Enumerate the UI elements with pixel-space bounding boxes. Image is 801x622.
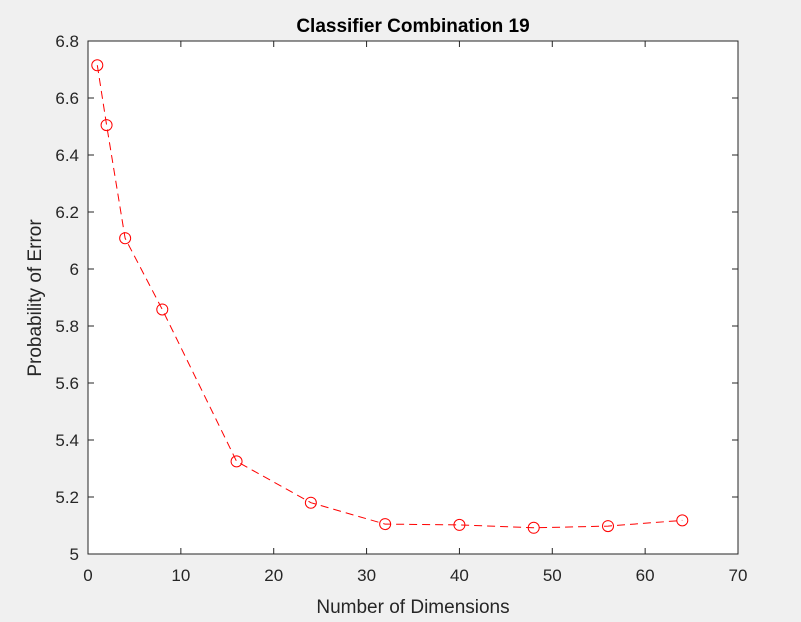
x-tick-label: 70 — [729, 566, 748, 585]
y-axis-ticks: 5 5.2 5.4 5.6 5.8 6 6.2 6.4 6.6 6.8 — [55, 32, 738, 564]
y-tick-label: 6.6 — [55, 89, 79, 108]
data-point-marker — [119, 232, 132, 245]
chart-title: Classifier Combination 19 — [296, 16, 529, 37]
x-tick-label: 20 — [264, 566, 283, 585]
data-point-marker — [379, 518, 392, 531]
x-axis-label: Number of Dimensions — [316, 597, 509, 618]
y-tick-label: 6 — [70, 260, 79, 279]
y-tick-label: 5.2 — [55, 488, 79, 507]
y-axis-label: Probability of Error — [25, 219, 46, 377]
data-point-marker — [230, 455, 243, 468]
y-tick-label: 6.2 — [55, 203, 79, 222]
y-tick-label: 5.4 — [55, 431, 79, 450]
x-tick-label: 10 — [171, 566, 190, 585]
y-tick-label: 5 — [70, 545, 79, 564]
y-tick-label: 5.6 — [55, 374, 79, 393]
data-point-marker — [304, 496, 317, 509]
x-tick-label: 0 — [83, 566, 92, 585]
data-point-marker — [100, 119, 113, 132]
data-point-marker — [676, 514, 689, 527]
data-point-marker — [602, 520, 614, 533]
plot-area — [87, 40, 739, 555]
y-tick-label: 6.8 — [55, 32, 79, 51]
series-line — [96, 65, 683, 529]
x-axis-ticks: 0 10 20 30 40 50 60 70 — [83, 41, 747, 585]
x-tick-label: 60 — [636, 566, 655, 585]
x-tick-label: 50 — [543, 566, 562, 585]
data-point-marker — [527, 521, 540, 534]
data-point-marker — [91, 59, 104, 72]
x-tick-label: 30 — [357, 566, 376, 585]
data-point-marker — [156, 303, 169, 316]
y-tick-label: 5.8 — [55, 317, 79, 336]
y-tick-label: 6.4 — [55, 146, 79, 165]
data-point-marker — [453, 518, 466, 531]
x-tick-label: 40 — [450, 566, 469, 585]
series-layer — [91, 59, 689, 534]
